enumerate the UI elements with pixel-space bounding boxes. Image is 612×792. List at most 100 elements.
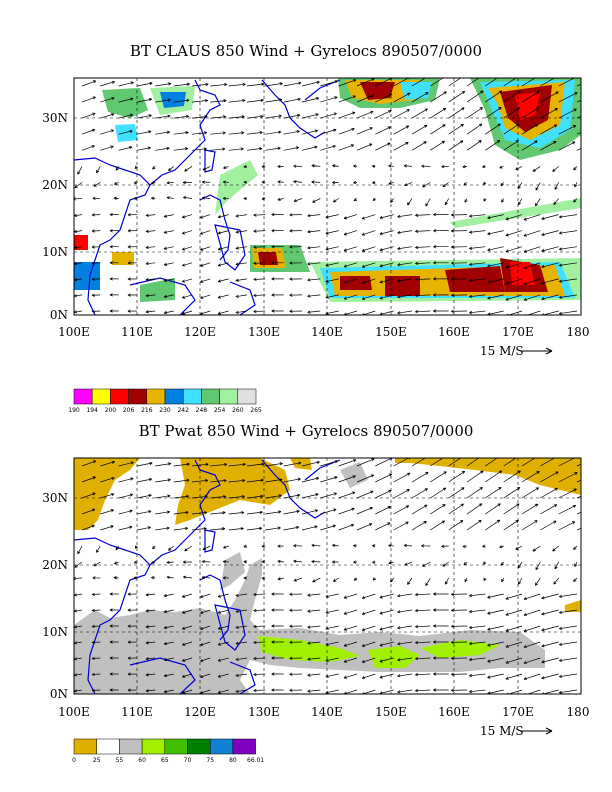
wind-arrow bbox=[523, 609, 541, 617]
wind-arrow bbox=[228, 147, 244, 151]
wind-arrow bbox=[487, 673, 504, 679]
wind-arrow bbox=[469, 689, 486, 694]
wind-arrow bbox=[217, 278, 229, 283]
wind-arrow bbox=[307, 625, 321, 629]
wind-arrow bbox=[311, 164, 321, 168]
wind-arrow bbox=[271, 688, 284, 692]
colorbar-swatch bbox=[73, 388, 93, 405]
wind-arrow bbox=[320, 144, 336, 151]
wind-arrow bbox=[379, 214, 394, 220]
colorbar-label: 200 bbox=[105, 407, 117, 414]
wind-arrow bbox=[487, 593, 504, 599]
wind-arrow bbox=[145, 310, 156, 314]
wind-arrow bbox=[289, 309, 303, 313]
wind-arrow bbox=[155, 494, 171, 499]
wind-arrow bbox=[200, 262, 211, 267]
wind-arrow bbox=[277, 180, 284, 184]
colorbar-swatch bbox=[219, 388, 239, 405]
wind-arrow bbox=[521, 487, 539, 499]
wind-arrow bbox=[271, 656, 284, 660]
wind-arrow bbox=[168, 545, 174, 551]
wind-arrow bbox=[415, 277, 431, 282]
wind-arrow bbox=[338, 491, 356, 499]
lon-label: 130E bbox=[248, 705, 280, 719]
wind-arrow bbox=[181, 294, 193, 299]
wind-arrow bbox=[217, 310, 229, 315]
wind-arrow bbox=[501, 577, 505, 583]
wind-arrow bbox=[109, 229, 119, 233]
wind-arrow bbox=[448, 520, 464, 531]
wind-arrow bbox=[393, 505, 410, 515]
wind-arrow bbox=[191, 82, 209, 87]
wind-arrow bbox=[283, 509, 300, 515]
wind-arrow bbox=[372, 577, 377, 581]
bottom-reference-vector: 15 M/S bbox=[480, 724, 553, 738]
wind-arrow bbox=[415, 261, 431, 266]
colorbar-swatch bbox=[201, 388, 220, 405]
wind-arrow bbox=[540, 471, 559, 483]
wind-arrow bbox=[466, 140, 482, 151]
wind-arrow bbox=[451, 277, 468, 281]
wind-arrow bbox=[271, 293, 284, 297]
colorbar-swatch bbox=[164, 388, 184, 405]
wind-arrow bbox=[573, 577, 578, 583]
colorbar-swatch bbox=[96, 738, 120, 755]
wind-arrow bbox=[127, 688, 138, 692]
wind-arrow bbox=[100, 460, 115, 467]
wind-arrow bbox=[517, 182, 523, 189]
wind-arrow bbox=[246, 130, 263, 135]
wind-arrow bbox=[379, 593, 394, 599]
wind-arrow bbox=[485, 78, 498, 87]
wind-arrow bbox=[127, 592, 138, 596]
wind-arrow bbox=[261, 560, 266, 564]
wind-arrow bbox=[523, 294, 541, 301]
lon-label: 100E bbox=[58, 325, 90, 339]
lat-label: 0N bbox=[50, 308, 68, 322]
wind-arrow bbox=[191, 511, 208, 515]
wind-arrow bbox=[91, 688, 101, 692]
wind-arrow bbox=[448, 503, 464, 515]
wind-arrow bbox=[325, 246, 339, 251]
wind-arrow bbox=[77, 545, 83, 555]
lat-lon-grid bbox=[74, 458, 581, 694]
wind-arrow bbox=[307, 214, 321, 218]
wind-arrow bbox=[558, 504, 577, 515]
wind-arrow bbox=[463, 182, 468, 186]
wind-arrow bbox=[425, 577, 431, 586]
wind-arrow bbox=[541, 641, 559, 648]
wind-arrow bbox=[411, 520, 427, 531]
wind-arrow bbox=[361, 214, 376, 220]
wind-arrow bbox=[343, 294, 358, 300]
wind-arrow bbox=[338, 523, 355, 531]
wind-arrow bbox=[397, 657, 413, 662]
wind-arrow bbox=[338, 127, 355, 135]
wind-arrow bbox=[283, 113, 301, 119]
wind-arrow bbox=[96, 166, 101, 174]
wind-arrow bbox=[210, 495, 227, 499]
wind-arrow bbox=[283, 130, 300, 135]
wind-arrow bbox=[181, 214, 193, 219]
wind-arrow bbox=[433, 688, 449, 692]
wind-arrow bbox=[388, 544, 394, 548]
wind-arrow bbox=[173, 510, 189, 515]
wind-arrow bbox=[200, 641, 211, 647]
lon-label: 150E bbox=[375, 705, 407, 719]
wind-arrow bbox=[469, 625, 486, 630]
wind-arrow bbox=[307, 657, 321, 661]
wind-arrow bbox=[181, 657, 193, 662]
wind-arrow bbox=[136, 477, 153, 483]
colorbar-label: 216 bbox=[141, 407, 153, 414]
wind-arrow bbox=[503, 503, 520, 515]
wind-arrow bbox=[343, 625, 358, 631]
wind-arrow bbox=[136, 98, 153, 103]
wind-arrow bbox=[558, 521, 576, 531]
wind-arrow bbox=[421, 164, 431, 168]
wind-arrow bbox=[390, 198, 394, 203]
wind-arrow bbox=[466, 78, 480, 87]
wind-arrow bbox=[243, 180, 248, 184]
wind-arrow bbox=[253, 624, 266, 629]
wind-arrow bbox=[301, 525, 318, 531]
wind-arrow bbox=[559, 625, 578, 630]
wind-arrow bbox=[411, 92, 429, 103]
lon-label: 120E bbox=[184, 705, 216, 719]
